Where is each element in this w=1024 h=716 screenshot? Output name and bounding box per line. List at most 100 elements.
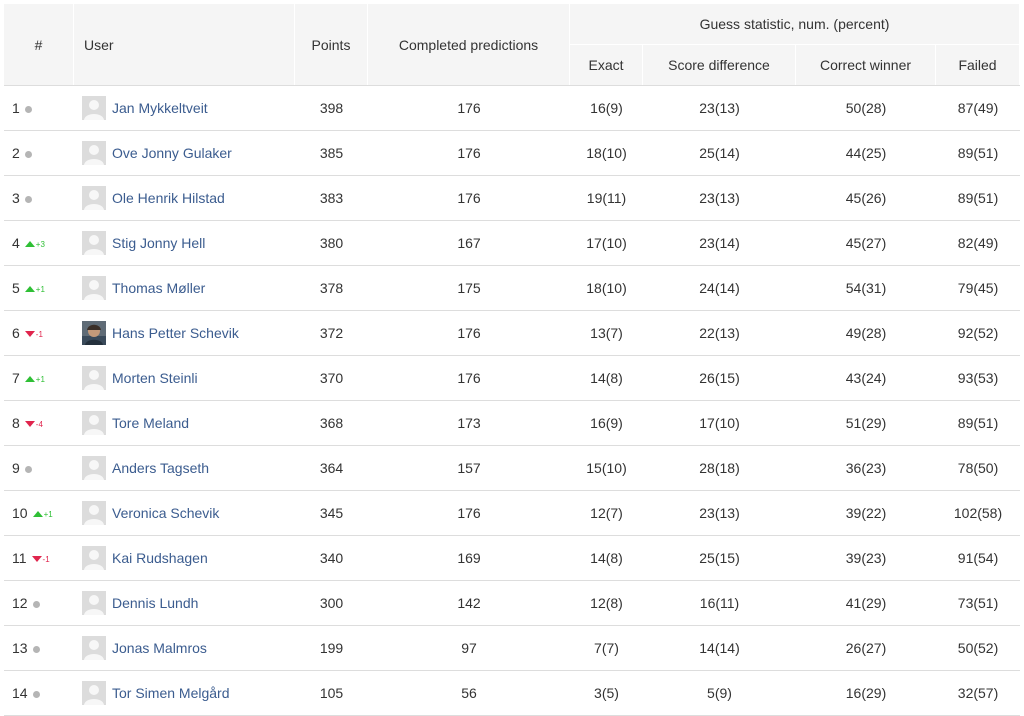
score-difference-cell: 23(13): [643, 175, 796, 220]
failed-column-header[interactable]: Failed: [936, 44, 1021, 85]
failed-cell: 89(51): [936, 130, 1021, 175]
rank-change: +1: [35, 374, 45, 384]
correct-winner-cell: 54(31): [796, 265, 936, 310]
user-cell: Tore Meland: [74, 400, 295, 445]
completed-cell: 97: [368, 625, 570, 670]
table-row: 11 -1 Kai Rudshagen 340 169 14(8) 25(15) 39(23)…: [4, 535, 1021, 580]
score-difference-cell: 23(14): [643, 220, 796, 265]
rank-change: -1: [35, 329, 43, 339]
rank-cell: 8 -4: [4, 400, 74, 445]
user-cell: Ole Henrik Hilstad: [74, 175, 295, 220]
user-name-link[interactable]: Thomas Møller: [112, 280, 206, 296]
user-name-link[interactable]: Jonas Malmros: [112, 640, 207, 656]
failed-cell: 89(51): [936, 400, 1021, 445]
rank-cell: 14: [4, 670, 74, 716]
score-difference-cell: 24(14): [643, 265, 796, 310]
score-difference-column-header[interactable]: Score difference: [643, 44, 796, 85]
rank-unchanged-icon: [24, 465, 32, 473]
user-name-link[interactable]: Veronica Schevik: [112, 505, 220, 521]
points-cell: 380: [295, 220, 368, 265]
placeholder-avatar-icon: [82, 186, 106, 210]
correct-winner-cell: 16(29): [796, 670, 936, 716]
rank-up-icon: [32, 511, 43, 518]
user-name-link[interactable]: Dennis Lundh: [112, 595, 199, 611]
correct-winner-cell: 36(23): [796, 445, 936, 490]
rank-column-header[interactable]: #: [4, 4, 74, 85]
rank-cell: 5 +1: [4, 265, 74, 310]
exact-cell: 12(7): [570, 490, 643, 535]
failed-cell: 92(52): [936, 310, 1021, 355]
rank-value: 13: [12, 640, 28, 656]
user-cell: Anders Tagseth: [74, 445, 295, 490]
points-cell: 372: [295, 310, 368, 355]
rank-cell: 10 +1: [4, 490, 74, 535]
rank-up-icon: [24, 376, 35, 383]
completed-cell: 175: [368, 265, 570, 310]
score-difference-cell: 14(14): [643, 625, 796, 670]
exact-cell: 16(9): [570, 400, 643, 445]
rank-cell: 2: [4, 130, 74, 175]
placeholder-avatar-icon: [82, 366, 106, 390]
user-name-link[interactable]: Tore Meland: [112, 415, 190, 431]
user-cell: Hans Petter Schevik: [74, 310, 295, 355]
rank-value: 1: [12, 100, 20, 116]
user-name-link[interactable]: Ove Jonny Gulaker: [112, 145, 232, 161]
failed-cell: 91(54): [936, 535, 1021, 580]
rank-cell: 9: [4, 445, 74, 490]
failed-cell: 93(53): [936, 355, 1021, 400]
failed-cell: 50(52): [936, 625, 1021, 670]
rank-up-icon: [24, 286, 35, 293]
correct-winner-cell: 26(27): [796, 625, 936, 670]
placeholder-avatar-icon: [82, 546, 106, 570]
score-difference-cell: 25(15): [643, 535, 796, 580]
exact-cell: 13(7): [570, 310, 643, 355]
table-body: 1 Jan Mykkeltveit 398 176 16(9) 23(13) 50(28) 8…: [4, 85, 1021, 716]
placeholder-avatar-icon: [82, 141, 106, 165]
rank-cell: 7 +1: [4, 355, 74, 400]
user-name-link[interactable]: Anders Tagseth: [112, 460, 210, 476]
correct-winner-cell: 50(28): [796, 85, 936, 130]
failed-cell: 78(50): [936, 445, 1021, 490]
rank-change: -4: [35, 419, 43, 429]
rank-value: 3: [12, 190, 20, 206]
rank-change: +1: [43, 509, 53, 519]
correct-winner-column-header[interactable]: Correct winner: [796, 44, 936, 85]
user-name-link[interactable]: Jan Mykkeltveit: [112, 100, 208, 116]
placeholder-avatar-icon: [82, 501, 106, 525]
completed-column-header[interactable]: Completed predictions: [368, 4, 570, 85]
points-cell: 199: [295, 625, 368, 670]
points-cell: 105: [295, 670, 368, 716]
user-name-link[interactable]: Tor Simen Melgård: [112, 685, 230, 701]
score-difference-cell: 16(11): [643, 580, 796, 625]
correct-winner-cell: 39(23): [796, 535, 936, 580]
user-cell: Morten Steinli: [74, 355, 295, 400]
rank-unchanged-icon: [24, 195, 32, 203]
exact-cell: 14(8): [570, 355, 643, 400]
points-column-header[interactable]: Points: [295, 4, 368, 85]
rank-cell: 1: [4, 85, 74, 130]
table-row: 9 Anders Tagseth 364 157 15(10) 28(18) 36(23) 7…: [4, 445, 1021, 490]
points-cell: 364: [295, 445, 368, 490]
user-cell: Veronica Schevik: [74, 490, 295, 535]
user-name-link[interactable]: Stig Jonny Hell: [112, 235, 206, 251]
completed-cell: 176: [368, 355, 570, 400]
exact-cell: 19(11): [570, 175, 643, 220]
score-difference-cell: 25(14): [643, 130, 796, 175]
correct-winner-cell: 39(22): [796, 490, 936, 535]
user-column-header[interactable]: User: [74, 4, 295, 85]
exact-column-header[interactable]: Exact: [570, 44, 643, 85]
exact-cell: 14(8): [570, 535, 643, 580]
rank-value: 5: [12, 280, 20, 296]
user-name-link[interactable]: Hans Petter Schevik: [112, 325, 239, 341]
rank-down-icon: [24, 331, 35, 338]
failed-cell: 102(58): [936, 490, 1021, 535]
user-name-link[interactable]: Kai Rudshagen: [112, 550, 208, 566]
user-name-link[interactable]: Ole Henrik Hilstad: [112, 190, 225, 206]
correct-winner-cell: 44(25): [796, 130, 936, 175]
user-name-link[interactable]: Morten Steinli: [112, 370, 198, 386]
rank-value: 9: [12, 460, 20, 476]
rank-value: 10: [12, 505, 28, 521]
rank-value: 8: [12, 415, 20, 431]
score-difference-cell: 17(10): [643, 400, 796, 445]
completed-cell: 176: [368, 85, 570, 130]
